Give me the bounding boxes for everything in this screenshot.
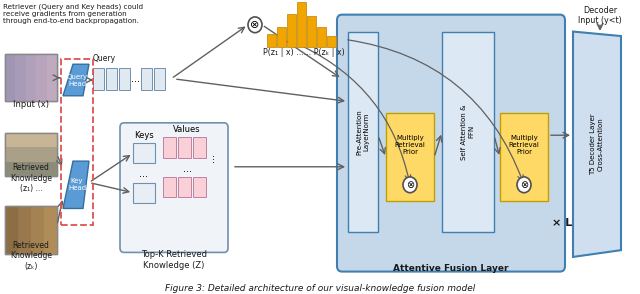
- Bar: [327, 36, 336, 47]
- Polygon shape: [63, 64, 89, 96]
- Bar: [47, 54, 57, 101]
- Bar: [5, 54, 15, 101]
- Bar: [5, 162, 57, 176]
- Bar: [5, 206, 57, 253]
- Text: ...: ...: [140, 168, 148, 178]
- Bar: [297, 2, 306, 47]
- Bar: [119, 68, 130, 90]
- Bar: [193, 177, 206, 197]
- Bar: [31, 206, 44, 253]
- Text: Multiply
Retrieval
Prior: Multiply Retrieval Prior: [395, 135, 426, 155]
- Text: Retrieved
Knowledge
(zₖ): Retrieved Knowledge (zₖ): [10, 241, 52, 271]
- Bar: [93, 68, 104, 90]
- Text: Values: Values: [173, 125, 201, 134]
- Bar: [5, 133, 57, 147]
- Text: Key
Head: Key Head: [68, 178, 86, 191]
- Bar: [317, 27, 326, 47]
- Bar: [5, 206, 57, 253]
- FancyBboxPatch shape: [120, 123, 228, 253]
- Bar: [5, 54, 57, 101]
- Circle shape: [248, 17, 262, 33]
- Text: Keys: Keys: [134, 131, 154, 140]
- Bar: [178, 138, 191, 158]
- Bar: [5, 133, 57, 176]
- Text: Attentive Fusion Layer: Attentive Fusion Layer: [393, 264, 509, 273]
- Bar: [133, 143, 155, 163]
- Bar: [163, 138, 176, 158]
- Bar: [178, 177, 191, 197]
- Bar: [141, 68, 152, 90]
- Text: Query: Query: [93, 54, 116, 63]
- Bar: [163, 177, 176, 197]
- Polygon shape: [63, 161, 89, 208]
- Text: P(z₁ | x) ...... P(zₖ | x): P(z₁ | x) ...... P(zₖ | x): [263, 49, 345, 57]
- Text: ⊗: ⊗: [406, 180, 414, 190]
- Bar: [154, 68, 165, 90]
- Text: Input (x): Input (x): [13, 100, 49, 109]
- Bar: [133, 183, 155, 203]
- Bar: [36, 54, 47, 101]
- Text: Figure 3: Detailed architecture of our visual-knowledge fusion model: Figure 3: Detailed architecture of our v…: [165, 284, 475, 293]
- Bar: [386, 113, 434, 201]
- Text: ⊗: ⊗: [250, 20, 260, 30]
- Text: Decoder
Input (y<t): Decoder Input (y<t): [578, 6, 622, 25]
- Text: Self Attention &
FFN: Self Attention & FFN: [461, 104, 474, 160]
- Text: × L: × L: [552, 218, 572, 228]
- Circle shape: [517, 177, 531, 193]
- Bar: [5, 147, 57, 162]
- Bar: [26, 54, 36, 101]
- Bar: [5, 133, 57, 176]
- Text: ...: ...: [182, 164, 191, 174]
- Bar: [500, 113, 548, 201]
- Text: ...: ...: [131, 74, 140, 84]
- Bar: [277, 27, 286, 47]
- Bar: [106, 68, 117, 90]
- Bar: [18, 206, 31, 253]
- Text: Query
Head: Query Head: [67, 74, 88, 86]
- FancyBboxPatch shape: [337, 15, 565, 272]
- Polygon shape: [573, 31, 621, 257]
- Text: Pre-Attention
LayerNorm: Pre-Attention LayerNorm: [356, 109, 369, 155]
- Bar: [61, 59, 93, 225]
- Text: Multiply
Retrieval
Prior: Multiply Retrieval Prior: [509, 135, 540, 155]
- Circle shape: [403, 177, 417, 193]
- Bar: [348, 31, 378, 232]
- Bar: [15, 54, 26, 101]
- Bar: [287, 14, 296, 47]
- Bar: [5, 54, 57, 101]
- Bar: [5, 206, 18, 253]
- Text: ...: ...: [206, 153, 216, 162]
- Bar: [442, 31, 494, 232]
- Bar: [193, 138, 206, 158]
- Bar: [307, 16, 316, 47]
- Bar: [267, 34, 276, 47]
- Text: Retrieved
Knowledge
(z₁) ...: Retrieved Knowledge (z₁) ...: [10, 163, 52, 193]
- Text: ⊗: ⊗: [520, 180, 528, 190]
- Bar: [44, 206, 57, 253]
- Text: Retriever (Query and Key heads) could
receive gradients from generation
through : Retriever (Query and Key heads) could re…: [3, 3, 143, 24]
- Text: Top-K Retrieved
Knowledge (Z): Top-K Retrieved Knowledge (Z): [141, 250, 207, 270]
- Text: T5 Decoder Layer
Cross-Attention: T5 Decoder Layer Cross-Attention: [591, 113, 604, 175]
